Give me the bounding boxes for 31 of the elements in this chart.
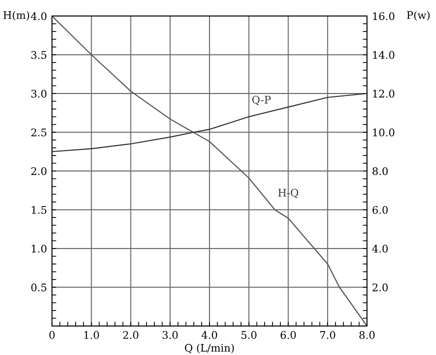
y2-tick-label: 2.0	[372, 283, 388, 292]
line-series	[52, 92, 367, 152]
y-tick-label: 2.0	[31, 167, 46, 176]
x-tick-label: 8.0	[359, 331, 375, 339]
y2-axis-title: P(w)	[406, 10, 430, 20]
y2-tick-label: 16.0	[373, 12, 394, 20]
x-tick-label: 1.0	[84, 331, 99, 339]
y-tick-label: 4.0	[30, 12, 46, 20]
y-tick-label: 3.0	[31, 90, 46, 98]
x-tick-label: 4.0	[202, 331, 218, 339]
x-tick-label: 6.0	[280, 331, 296, 339]
y2-tick-label: 12.0	[373, 90, 394, 98]
y2-tick-label: 8.0	[372, 167, 388, 176]
x-axis-title: Q (L/min)	[184, 344, 234, 354]
y2-tick-label: 14.0	[373, 50, 394, 59]
series-label: Q-P	[252, 96, 271, 106]
y2-tick-label: 4.0	[372, 244, 388, 253]
y-tick-label: 1.0	[32, 244, 46, 253]
y-tick-label: 0.5	[31, 283, 46, 292]
y-tick-label: 3.5	[31, 50, 46, 59]
x-tick-label: 5.0	[241, 331, 256, 339]
x-tick-label: 3.0	[162, 331, 178, 339]
x-tick-label: 2.0	[123, 331, 138, 339]
y-tick-label: 1.5	[32, 206, 46, 214]
y2-tick-label: 10.0	[373, 128, 394, 136]
y-axis-title: H(m)	[3, 10, 30, 20]
x-tick-label: 7.0	[320, 331, 336, 339]
y-tick-label: 2.5	[31, 128, 46, 136]
line-series	[52, 16, 367, 326]
x-tick-label: 0	[49, 331, 55, 339]
y2-tick-label: 6.0	[372, 206, 388, 214]
